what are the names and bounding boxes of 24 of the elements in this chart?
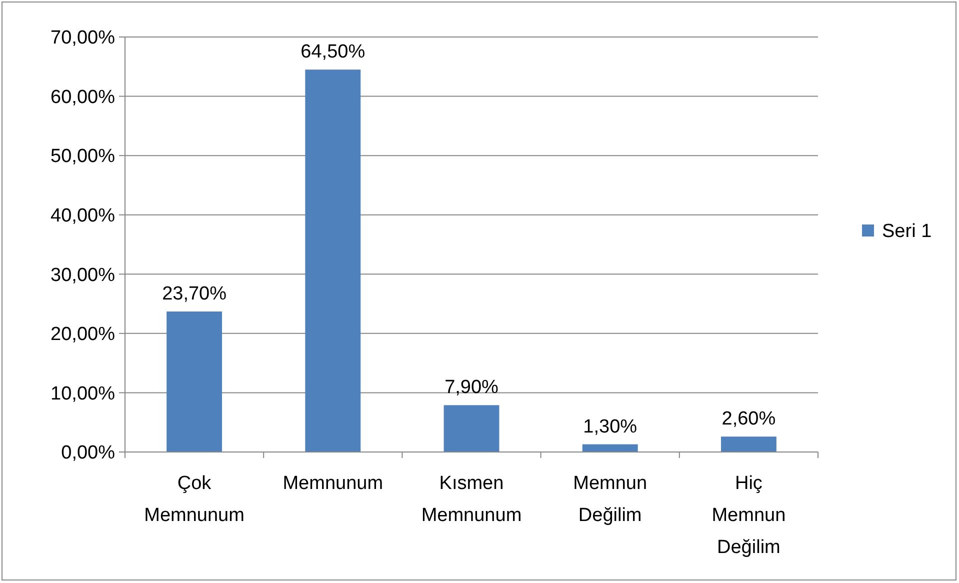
- bar: [166, 311, 222, 452]
- x-tick-label: Memnun Değilim: [573, 473, 648, 526]
- y-tick-label: 50,00%: [50, 146, 116, 168]
- x-tick-label: Memnunum: [282, 473, 384, 494]
- data-label: 64,50%: [300, 42, 366, 63]
- bar: [305, 70, 361, 452]
- x-tick-label: Hiç Memnun Değilim: [712, 473, 786, 558]
- y-tick-label: 0,00%: [61, 442, 116, 464]
- x-tick-label: Kısmen Memnunum: [421, 473, 522, 526]
- data-label: 1,30%: [583, 416, 638, 438]
- y-tick-label: 20,00%: [50, 324, 116, 346]
- y-tick-label: 70,00%: [50, 28, 116, 49]
- legend-label: Seri 1: [882, 221, 932, 242]
- data-label: 23,70%: [162, 283, 227, 304]
- y-tick-label: 10,00%: [50, 383, 116, 404]
- bar: [720, 436, 776, 452]
- data-label: 7,90%: [444, 377, 499, 398]
- x-tick-label: Çok Memnunum: [144, 473, 244, 526]
- bar: [582, 444, 638, 452]
- y-tick-label: 60,00%: [50, 86, 116, 108]
- bar: [444, 405, 500, 452]
- data-label: 2,60%: [722, 408, 776, 430]
- y-tick-label: 30,00%: [50, 264, 116, 286]
- y-tick-label: 40,00%: [50, 206, 116, 227]
